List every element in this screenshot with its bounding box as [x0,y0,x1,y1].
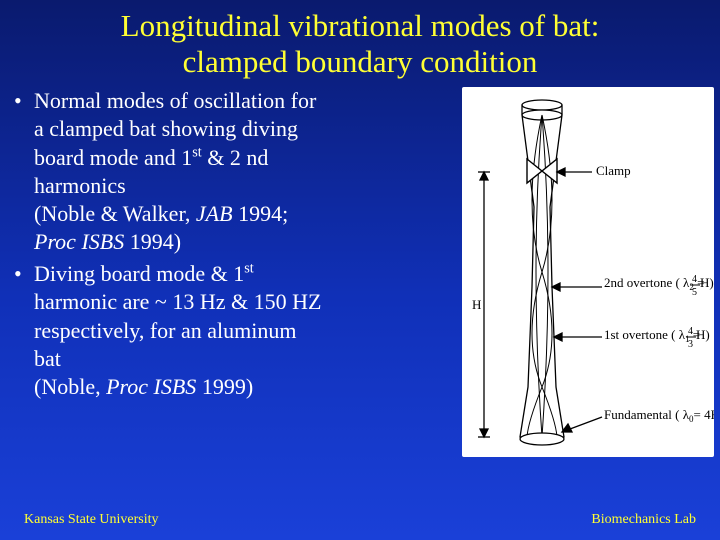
b2-l5b: Proc ISBS [106,374,196,399]
footer-left: Kansas State University [24,512,159,528]
label-fund: Fundamental ( λ0= 4H) [604,407,714,424]
b1-l4: harmonics [34,173,126,198]
bullet-1: Normal modes of oscillation for a clampe… [12,87,442,256]
b1-l6a: Proc ISBS [34,229,124,254]
bullet-2: Diving board mode & 1st harmonic are ~ 1… [12,260,442,401]
label-clamp: Clamp [596,163,631,178]
b1-l2: a clamped bat showing diving [34,116,298,141]
b1-sup1: st [192,144,202,160]
b1-l3b: & 2 nd [202,145,269,170]
b1-l6b: 1994) [124,229,181,254]
b1-l5c: 1994; [233,201,289,226]
label-1st-c: H) [696,327,710,342]
b1-l3: board mode and 1 [34,145,192,170]
bat-mode-diagram: H Clamp 2nd overtone ( λ2 = 4 5 H) 1st o… [462,87,714,457]
b2-l5c: 1999) [196,374,253,399]
b2-l1: Diving board mode & 1 [34,261,244,286]
label-1st-frac-bot: 3 [688,339,693,350]
title-line-1: Longitudinal vibrational modes of bat: [121,8,600,43]
label-h: H [472,297,481,312]
label-2nd-c: H) [700,275,714,290]
b2-l2: harmonic are ~ 13 Hz & 150 HZ [34,289,321,314]
b2-l4: bat [34,346,61,371]
slide-title: Longitudinal vibrational modes of bat: c… [0,0,720,85]
label-2nd: 2nd overtone ( λ2 = [604,275,704,292]
label-2nd-frac-top: 4 [692,274,697,285]
label-1st: 1st overtone ( λ1 = [604,327,700,344]
title-line-2: clamped boundary condition [183,44,538,79]
content-row: Normal modes of oscillation for a clampe… [0,85,720,457]
footer: Kansas State University Biomechanics Lab [0,512,720,528]
bullet-list: Normal modes of oscillation for a clampe… [12,87,442,457]
b1-l1: Normal modes of oscillation for [34,88,316,113]
b1-l5a: (Noble & Walker, [34,201,196,226]
b2-l5a: (Noble, [34,374,106,399]
label-2nd-frac-bot: 5 [692,287,697,298]
b1-l5b: JAB [196,201,233,226]
footer-right: Biomechanics Lab [591,512,696,528]
b2-l3: respectively, for an aluminum [34,318,297,343]
b2-sup1: st [244,261,254,277]
diagram-svg: H Clamp 2nd overtone ( λ2 = 4 5 H) 1st o… [462,87,714,457]
label-1st-frac-top: 4 [688,326,693,337]
